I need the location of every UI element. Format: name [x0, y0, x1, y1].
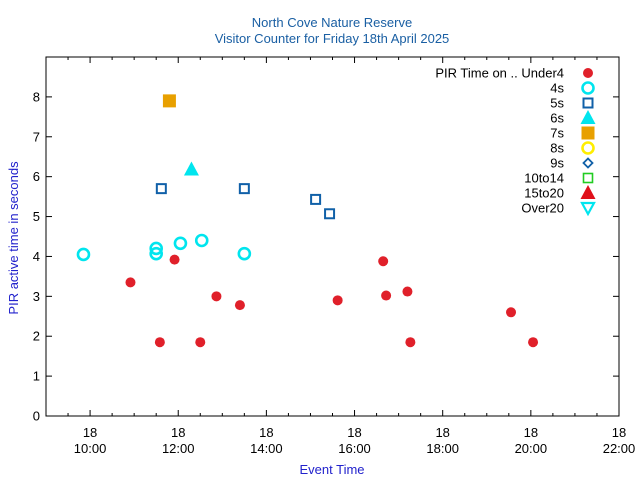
y-tick-label: 6	[33, 169, 40, 184]
data-point	[405, 337, 416, 348]
legend-series-name: Under4	[518, 66, 564, 81]
data-point	[149, 241, 163, 256]
plot-frame	[45, 56, 620, 417]
legend-marker	[581, 126, 595, 140]
y-tick-label: 4	[33, 249, 40, 264]
legend-marker	[580, 185, 596, 199]
data-point	[528, 337, 539, 348]
legend-label: 5s	[550, 96, 564, 111]
x-tick-day-label: 18	[171, 425, 185, 440]
data-point	[332, 295, 343, 306]
y-tick-label: 0	[33, 409, 40, 424]
x-tick-time-label: 12:00	[162, 441, 195, 456]
y-axis-label: PIR active time in seconds	[6, 161, 21, 315]
x-axis-label: Event Time	[299, 462, 364, 477]
legend-label: Over20	[521, 201, 564, 216]
x-tick-time-label: 22:00	[603, 441, 636, 456]
data-point	[149, 246, 163, 261]
data-point	[237, 246, 252, 261]
chart-subtitle: Visitor Counter for Friday 18th April 20…	[215, 31, 450, 46]
legend-marker	[582, 157, 594, 169]
x-tick-day-label: 18	[524, 425, 538, 440]
legend-marker	[581, 81, 595, 95]
data-point	[506, 307, 517, 318]
legend-marker	[580, 110, 596, 124]
data-point	[155, 183, 167, 195]
x-tick-time-label: 18:00	[426, 441, 459, 456]
data-point	[194, 233, 209, 248]
legend-marker	[581, 141, 595, 155]
x-tick-day-label: 18	[83, 425, 97, 440]
legend-marker	[582, 97, 594, 109]
y-tick-label: 5	[33, 209, 40, 224]
y-tick-label: 1	[33, 369, 40, 384]
data-point	[76, 247, 91, 262]
legend-marker	[583, 68, 593, 78]
data-point	[162, 94, 176, 108]
data-point	[238, 183, 250, 195]
x-tick-day-label: 18	[347, 425, 361, 440]
data-point	[234, 300, 245, 311]
y-tick-label: 2	[33, 329, 40, 344]
y-axis: 0 1 2 3 4 5 6 7 8	[33, 89, 619, 424]
data-points	[76, 94, 539, 348]
x-tick-day-label: 18	[435, 425, 449, 440]
data-point	[324, 208, 336, 220]
legend: PIR Time on .. Under44s5s6s7s8s9s10to141…	[435, 66, 596, 217]
data-point	[211, 291, 222, 302]
x-tick-time-label: 14:00	[250, 441, 283, 456]
data-point	[169, 254, 180, 265]
legend-marker	[580, 201, 596, 217]
x-tick-day-label: 18	[612, 425, 626, 440]
legend-label: 8s	[550, 141, 564, 156]
data-point	[195, 337, 206, 348]
y-tick-label: 8	[33, 89, 40, 104]
legend-title: PIR Time on ..	[435, 66, 517, 81]
legend-marker	[582, 172, 594, 184]
x-tick-time-label: 16:00	[338, 441, 371, 456]
data-point	[183, 161, 199, 176]
chart-title: North Cove Nature Reserve	[252, 15, 412, 30]
legend-label: 15to20	[524, 186, 564, 201]
data-point	[381, 290, 392, 301]
data-point	[154, 337, 165, 348]
legend-label: 7s	[550, 126, 564, 141]
legend-label: 10to14	[524, 171, 564, 186]
data-point	[378, 256, 389, 267]
legend-label: 9s	[550, 156, 564, 171]
data-point	[402, 286, 413, 297]
y-tick-label: 7	[33, 129, 40, 144]
data-point	[173, 236, 188, 251]
legend-label: PIR Time on .. Under4	[435, 66, 564, 81]
y-tick-label: 3	[33, 289, 40, 304]
data-point	[310, 193, 322, 205]
legend-label: 6s	[550, 111, 564, 126]
x-tick-time-label: 10:00	[74, 441, 107, 456]
x-axis: 1810:001812:001814:001816:001818:001820:…	[45, 57, 636, 456]
x-tick-day-label: 18	[259, 425, 273, 440]
x-tick-time-label: 20:00	[515, 441, 548, 456]
data-point	[125, 277, 136, 288]
legend-label: 4s	[550, 81, 564, 96]
